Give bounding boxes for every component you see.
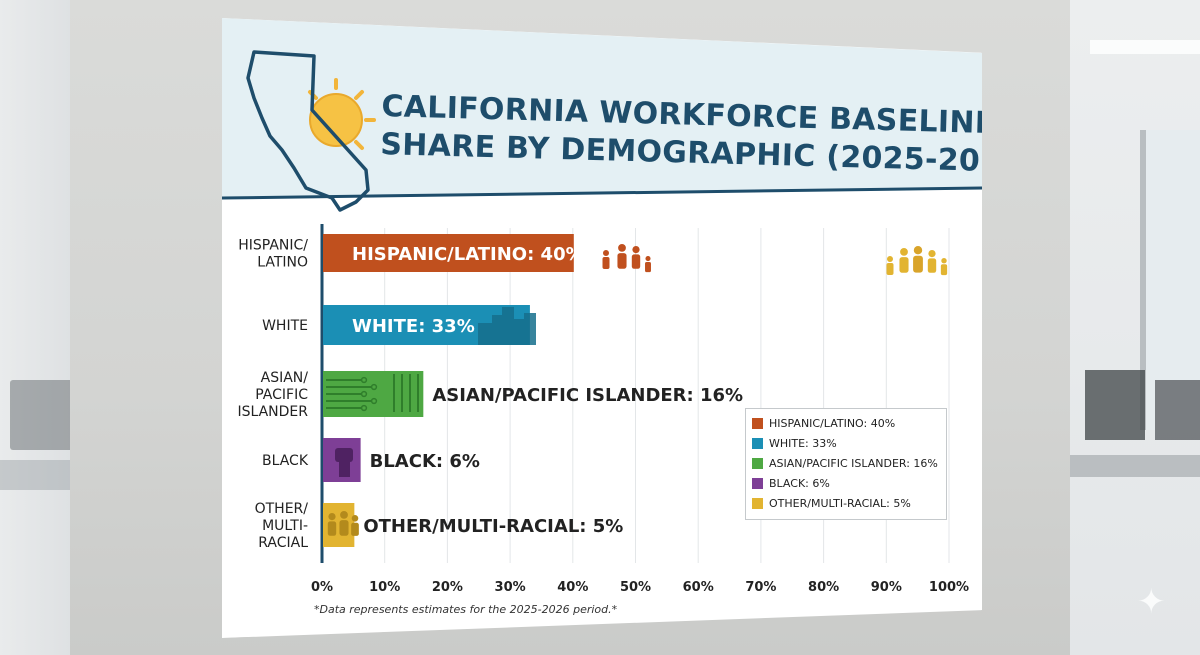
person-body	[631, 254, 641, 269]
category-label: PACIFIC	[255, 387, 308, 403]
person-head	[645, 256, 651, 262]
x-tick-label: 80%	[808, 580, 839, 595]
background-monitor	[1155, 380, 1200, 440]
person-head	[603, 250, 609, 256]
person-body	[617, 253, 627, 269]
people-group-icon	[327, 511, 359, 536]
legend-swatch	[752, 457, 763, 469]
person-head	[618, 244, 626, 252]
person-body	[602, 257, 610, 269]
bar-data-label: HISPANIC/LATINO: 40%	[352, 244, 584, 265]
chart-legend: HISPANIC/LATINO: 40% WHITE: 33% ASIAN/PA…	[745, 408, 947, 520]
person-body	[886, 263, 894, 275]
family-icon	[602, 244, 651, 273]
legend-label: WHITE: 33%	[769, 436, 837, 450]
fist-wrist	[339, 461, 350, 477]
fist-knuckles	[335, 448, 353, 462]
person-body	[927, 258, 937, 273]
title-banner-underline	[222, 186, 982, 200]
background-desk	[1070, 455, 1200, 477]
legend-entry: HISPANIC/LATINO: 40%	[752, 413, 946, 433]
legend-swatch	[752, 477, 763, 489]
ceiling-light	[1090, 40, 1200, 54]
bar-data-label: BLACK: 6%	[370, 451, 480, 472]
x-tick-label: 0%	[311, 580, 333, 595]
category-label: OTHER/	[255, 501, 309, 517]
circuit-node	[360, 404, 368, 412]
circuit-node	[370, 383, 378, 391]
person-body	[940, 264, 948, 276]
x-tick-label: 60%	[683, 580, 714, 595]
category-label: LATINO	[257, 255, 308, 271]
circuit-icon	[326, 374, 419, 412]
x-tick-label: 30%	[495, 580, 526, 595]
x-tick-label: 50%	[620, 580, 651, 595]
person-head	[941, 258, 947, 264]
legend-label: ASIAN/PACIFIC ISLANDER: 16%	[769, 456, 938, 470]
person-head	[340, 511, 348, 519]
category-label: ASIAN/	[261, 370, 309, 386]
legend-entry: WHITE: 33%	[752, 433, 946, 453]
bar-data-label: WHITE: 33%	[352, 316, 475, 337]
person-body	[339, 520, 349, 536]
bar-data-label: OTHER/MULTI-RACIAL: 5%	[363, 516, 623, 537]
circuit-node	[360, 390, 368, 398]
raised-fist-icon	[335, 448, 353, 477]
category-label: HISPANIC/	[238, 238, 308, 254]
building	[492, 315, 502, 345]
person-head	[928, 250, 936, 258]
bar-hispanic-latino	[323, 234, 574, 272]
legend-entry: BLACK: 6%	[752, 473, 946, 493]
sparkle-icon: ✦	[1137, 582, 1166, 622]
background-monitor	[1085, 370, 1145, 440]
person-head	[913, 246, 923, 255]
bar-chart: HISPANIC/LATINO: 40% WHITE: 33% ASIAN/PACI…	[237, 224, 969, 595]
person-body	[913, 255, 923, 273]
circuit-node	[370, 397, 378, 405]
building	[502, 307, 514, 345]
circuit-node	[360, 376, 368, 384]
sun-icon	[308, 78, 376, 150]
person-head	[632, 246, 640, 254]
category-label: RACIAL	[258, 535, 308, 551]
category-label: MULTI-	[262, 518, 308, 534]
legend-swatch	[752, 497, 763, 509]
person-head	[900, 248, 908, 256]
legend-label: OTHER/MULTI-RACIAL: 5%	[769, 496, 911, 510]
building	[514, 319, 524, 345]
background-office-right	[1070, 0, 1200, 655]
legend-entry: ASIAN/PACIFIC ISLANDER: 16%	[752, 453, 946, 473]
legend-label: BLACK: 6%	[769, 476, 830, 490]
person-body	[899, 257, 909, 273]
chart-footnote: *Data represents estimates for the 2025-…	[314, 603, 618, 616]
category-label: WHITE	[262, 318, 308, 334]
building	[524, 313, 536, 345]
category-label: ISLANDER	[237, 404, 308, 420]
person-body	[645, 261, 651, 273]
person-body	[327, 521, 337, 536]
poster-board: CALIFORNIA WORKFORCE BASELINE: SHARE BY …	[222, 18, 982, 638]
person-body	[351, 522, 359, 536]
people-group-icon	[886, 246, 948, 276]
x-tick-label: 20%	[432, 580, 463, 595]
category-label: BLACK	[262, 453, 309, 469]
legend-entry: OTHER/MULTI-RACIAL: 5%	[752, 493, 946, 513]
california-map-icon	[246, 50, 376, 212]
x-tick-label: 100%	[929, 580, 969, 595]
bar-data-label: ASIAN/PACIFIC ISLANDER: 16%	[432, 385, 743, 406]
legend-swatch	[752, 437, 763, 449]
legend-swatch	[752, 417, 763, 429]
x-tick-label: 40%	[557, 580, 588, 595]
building	[478, 323, 492, 345]
x-tick-label: 10%	[369, 580, 400, 595]
person-head	[887, 256, 893, 262]
x-tick-label: 90%	[871, 580, 902, 595]
legend-label: HISPANIC/LATINO: 40%	[769, 416, 896, 430]
city-skyline-icon	[478, 307, 536, 345]
person-head	[328, 513, 336, 521]
bar-other-multi-racial	[323, 503, 355, 547]
x-tick-label: 70%	[745, 580, 776, 595]
person-head	[351, 515, 359, 522]
